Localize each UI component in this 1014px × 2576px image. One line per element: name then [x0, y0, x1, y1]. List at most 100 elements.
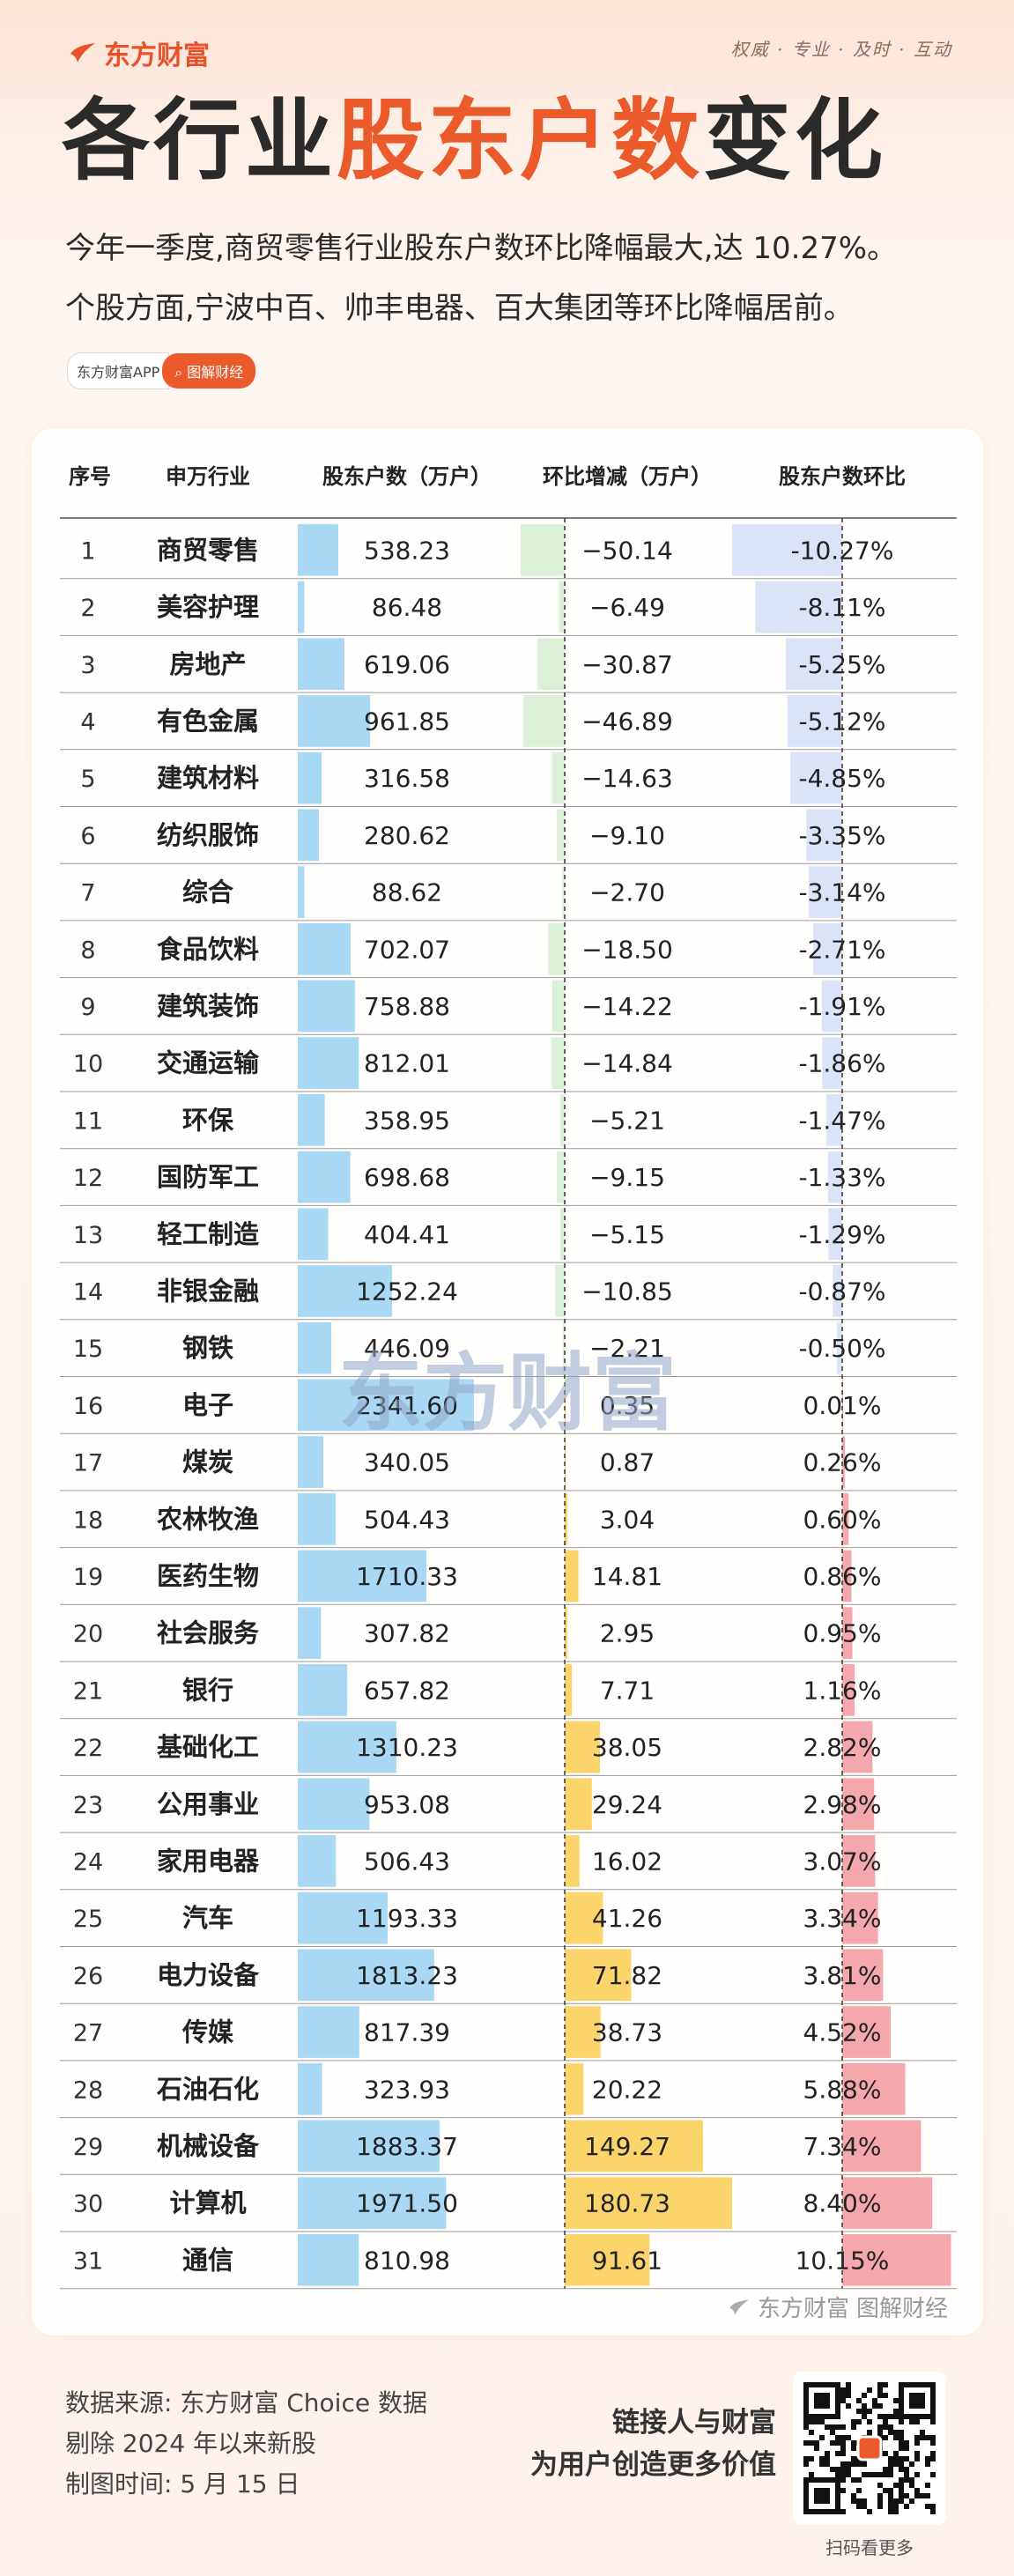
- holders-bar: [298, 1037, 359, 1089]
- row-rank: 21: [73, 1677, 103, 1705]
- holders-bar: [298, 2234, 359, 2286]
- footer-slogan: 链接人与财富 为用户创造更多价值: [530, 2402, 776, 2486]
- row-rank: 20: [73, 1621, 103, 1648]
- header-holders: 股东户数（万户）: [322, 464, 492, 489]
- pct-bar: [842, 2120, 921, 2173]
- subtitle-line-1: 今年一季度,商贸零售行业股东户数环比降幅最大,达 10.27%。: [65, 231, 898, 266]
- row-rank: 7: [80, 880, 95, 907]
- pct-bar: [842, 2062, 906, 2115]
- table-header: 序号 申万行业 股东户数（万户） 环比增减（万户） 股东户数环比: [32, 428, 983, 516]
- slogan: 权威 · 专业 · 及时 · 互动: [730, 39, 952, 60]
- card-footer-brand-name: 东方财富: [757, 2296, 849, 2322]
- row-rank: 15: [73, 1336, 103, 1363]
- row-industry: 计算机: [169, 2188, 246, 2218]
- row-change: 14.81: [592, 1562, 662, 1591]
- row-rank: 16: [73, 1393, 103, 1420]
- page-title: 各行业股东户数变化: [62, 97, 886, 185]
- pct-bar: [842, 1891, 878, 1944]
- row-holders: 702.07: [364, 935, 450, 964]
- pct-bar: [808, 866, 842, 918]
- row-holders: 340.05: [364, 1448, 450, 1477]
- slogan-line-1: 链接人与财富: [612, 2407, 776, 2439]
- row-change: −2.21: [589, 1334, 665, 1363]
- row-rank: 19: [73, 1564, 103, 1591]
- change-bar: [565, 2120, 703, 2173]
- row-industry: 环保: [182, 1105, 234, 1135]
- row-holders: 1252.24: [356, 1277, 458, 1306]
- pct-bar: [821, 980, 842, 1033]
- pct-bar: [827, 1151, 842, 1203]
- change-bar: [551, 980, 565, 1033]
- holders-bar: [298, 1664, 348, 1716]
- row-change: −6.49: [589, 593, 665, 622]
- qr-caption: 扫码看更多: [825, 2537, 914, 2558]
- row-holders: 88.62: [372, 878, 442, 907]
- row-change: −9.10: [589, 821, 665, 850]
- search-icon: ⌕: [174, 364, 188, 381]
- pct-bar: [842, 2234, 951, 2286]
- row-holders: 698.68: [364, 1163, 450, 1192]
- row-change: 16.02: [592, 1847, 662, 1876]
- row-rank: 24: [73, 1848, 103, 1876]
- pct-bar: [755, 581, 842, 633]
- row-holders: 506.43: [364, 1847, 450, 1876]
- row-rank: 5: [80, 766, 95, 793]
- row-industry: 传媒: [181, 2017, 234, 2047]
- change-bar: [565, 1778, 592, 1831]
- card-footer-brand: 东方财富 图解财经: [728, 2291, 948, 2323]
- row-change: 3.04: [600, 1505, 655, 1534]
- row-rank: 9: [80, 994, 95, 1021]
- graphic-finance-button[interactable]: ⌕ 图解财经: [162, 353, 256, 389]
- row-holders: 1310.23: [356, 1733, 458, 1762]
- change-bar: [521, 524, 565, 576]
- pct-bar: [842, 1607, 853, 1659]
- row-industry: 煤炭: [182, 1447, 233, 1477]
- row-industry: 电子: [182, 1390, 233, 1420]
- row-holders: 446.09: [364, 1334, 450, 1363]
- row-change: 180.73: [584, 2189, 670, 2218]
- header-change: 环比增减（万户）: [543, 464, 712, 489]
- row-industry: 家用电器: [157, 1846, 260, 1876]
- change-bar: [559, 1208, 565, 1261]
- row-change: 2.95: [600, 1619, 655, 1648]
- change-bar: [565, 2234, 650, 2286]
- change-bar: [565, 1492, 568, 1545]
- row-rank: 23: [73, 1792, 103, 1819]
- row-industry: 银行: [182, 1675, 233, 1705]
- holders-bar: [298, 1379, 474, 1432]
- holders-bar: [298, 2062, 322, 2115]
- row-rank: 2: [80, 595, 95, 622]
- app-tag[interactable]: 东方财富APP: [67, 352, 170, 389]
- row-industry: 建筑材料: [157, 763, 259, 793]
- holders-bar: [298, 1949, 434, 2002]
- pct-bar: [786, 638, 842, 691]
- row-change: −18.50: [581, 935, 673, 964]
- row-rank: 18: [73, 1506, 103, 1534]
- title-part-3: 变化: [703, 89, 886, 192]
- holders-bar: [298, 809, 319, 862]
- row-change: −5.15: [589, 1220, 665, 1249]
- row-rank: 11: [73, 1107, 103, 1135]
- title-part-2: 股东户数: [337, 89, 703, 192]
- pct-bar: [842, 1436, 846, 1488]
- pct-bar: [842, 1664, 855, 1716]
- row-industry: 综合: [182, 877, 233, 907]
- holders-bar: [298, 2120, 440, 2173]
- row-holders: 86.48: [372, 593, 442, 622]
- row-holders: 323.93: [364, 2075, 450, 2104]
- qr-code[interactable]: [793, 2372, 946, 2525]
- pct-bar: [789, 751, 842, 804]
- pct-bar: [842, 1949, 884, 2002]
- row-rank: 29: [73, 2134, 103, 2161]
- change-bar: [565, 1891, 603, 1944]
- row-industry: 基础化工: [157, 1732, 259, 1762]
- chart-date: 制图时间: 5 月 15 日: [65, 2469, 300, 2498]
- row-holders: 2341.60: [356, 1391, 458, 1420]
- holders-bar: [298, 751, 322, 804]
- row-change: −46.89: [581, 707, 673, 736]
- row-rank: 26: [73, 1963, 103, 1990]
- row-rank: 27: [73, 2020, 103, 2047]
- header-industry: 申万行业: [166, 464, 250, 489]
- holders-bar: [298, 1094, 325, 1146]
- row-industry: 石油石化: [156, 2074, 259, 2104]
